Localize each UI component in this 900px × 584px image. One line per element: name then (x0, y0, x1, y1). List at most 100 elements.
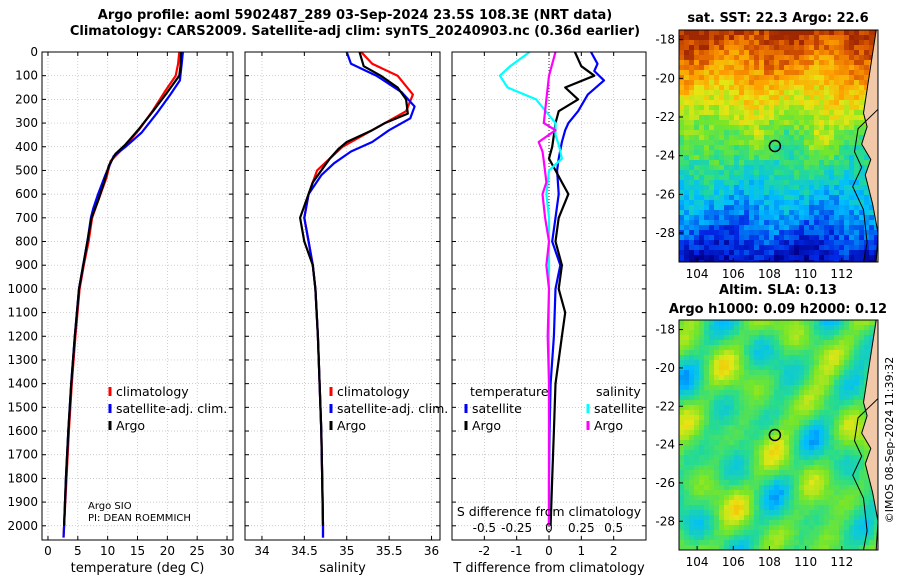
sla-map-cell (794, 500, 799, 505)
sla-map-cell (799, 465, 804, 470)
sla-map-cell (759, 340, 764, 345)
sst-map-cell (709, 105, 714, 110)
sla-map-cell (724, 385, 729, 390)
sst-map-cell (769, 235, 774, 240)
sla-map-cell (834, 440, 839, 445)
sla-map-cell (814, 450, 819, 455)
sla-map-cell (824, 325, 829, 330)
sst-map-cell (764, 195, 769, 200)
sst-map-cell (789, 55, 794, 60)
sla-map-cell (739, 320, 744, 325)
sst-map-cell (719, 50, 724, 55)
sla-map-cell (844, 350, 849, 355)
sst-map-cell (749, 55, 754, 60)
sla-map-cell (779, 500, 784, 505)
sla-map-cell (814, 495, 819, 500)
sst-map-cell (769, 65, 774, 70)
sst-map-cell (719, 60, 724, 65)
sla-map-cell (814, 320, 819, 325)
sla-map-cell (834, 535, 839, 540)
sla-map-cell (749, 350, 754, 355)
sla-map-cell (714, 515, 719, 520)
sst-map-cell (769, 70, 774, 75)
sst-map-cell (739, 70, 744, 75)
sst-map-cell (784, 120, 789, 125)
sla-map-cell (864, 515, 869, 520)
sla-map-cell (869, 530, 874, 535)
sst-map-cell (684, 195, 689, 200)
sst-map-cell (769, 195, 774, 200)
sst-map-cell (759, 205, 764, 210)
sla-map-cell (819, 340, 824, 345)
sla-map-cell (689, 520, 694, 525)
sst-map-cell (859, 40, 864, 45)
sla-map-cell (834, 360, 839, 365)
sla-map-cell (694, 495, 699, 500)
sla-map-cell (694, 415, 699, 420)
sla-map-cell (819, 410, 824, 415)
sst-map-cell (679, 160, 684, 165)
sla-map-cell (819, 500, 824, 505)
sst-map-cell (854, 150, 859, 155)
sla-map-cell (829, 440, 834, 445)
sla-map-cell (719, 415, 724, 420)
sst-map-cell (784, 210, 789, 215)
sst-map-cell (809, 65, 814, 70)
sla-map-cell (799, 410, 804, 415)
sla-map-cell (804, 325, 809, 330)
sst-map-cell (729, 70, 734, 75)
sla-map-cell (769, 540, 774, 545)
sst-map-cell (794, 100, 799, 105)
sst-map-cell (784, 260, 789, 262)
sst-map-cell (839, 60, 844, 65)
sla-map-cell (834, 330, 839, 335)
sst-map-cell (824, 245, 829, 250)
sla-map-cell (689, 490, 694, 495)
sla-map-cell (714, 325, 719, 330)
sla-map-cell (754, 405, 759, 410)
sla-map-cell (724, 515, 729, 520)
sla-map-cell (854, 455, 859, 460)
sla-map-cell (804, 350, 809, 355)
sst-map-cell (694, 50, 699, 55)
sla-map-cell (704, 360, 709, 365)
sla-map-cell (704, 335, 709, 340)
sst-map-cell (849, 75, 854, 80)
sst-map-cell (784, 55, 789, 60)
sla-map-cell (859, 480, 864, 485)
sst-map-cell (749, 185, 754, 190)
sla-map-cell (799, 445, 804, 450)
sla-map-ytick-label: -28 (655, 514, 675, 528)
sla-map-cell (854, 385, 859, 390)
sst-map-cell (734, 160, 739, 165)
sla-map-cell (684, 415, 689, 420)
sst-map-cell (839, 120, 844, 125)
sst-map-cell (829, 35, 834, 40)
sst-map-cell (819, 115, 824, 120)
figure-title-line1: Argo profile: aoml 5902487_289 03-Sep-20… (98, 8, 612, 23)
sla-map-cell (744, 345, 749, 350)
sla-map-cell (799, 415, 804, 420)
sst-map-cell (849, 90, 854, 95)
sst-map-cell (679, 30, 684, 35)
sst-map-cell (794, 170, 799, 175)
sst-map-cell (744, 240, 749, 245)
sla-map-cell (819, 360, 824, 365)
sst-map-cell (684, 90, 689, 95)
sla-map-cell (744, 425, 749, 430)
sst-map-cell (804, 175, 809, 180)
sla-map-cell (739, 515, 744, 520)
sla-map-cell (699, 525, 704, 530)
sla-map-cell (854, 395, 859, 400)
sla-map-cell (784, 370, 789, 375)
sst-map-cell (839, 170, 844, 175)
sla-map-cell (754, 425, 759, 430)
sla-map-cell (834, 525, 839, 530)
sst-map-ytick-label: -18 (655, 33, 675, 47)
temperature-ytick-label: 1000 (7, 282, 38, 296)
sla-map-cell (839, 445, 844, 450)
sst-map-cell (749, 110, 754, 115)
sla-map-cell (859, 445, 864, 450)
sst-map-cell (719, 65, 724, 70)
sst-map-cell (754, 120, 759, 125)
